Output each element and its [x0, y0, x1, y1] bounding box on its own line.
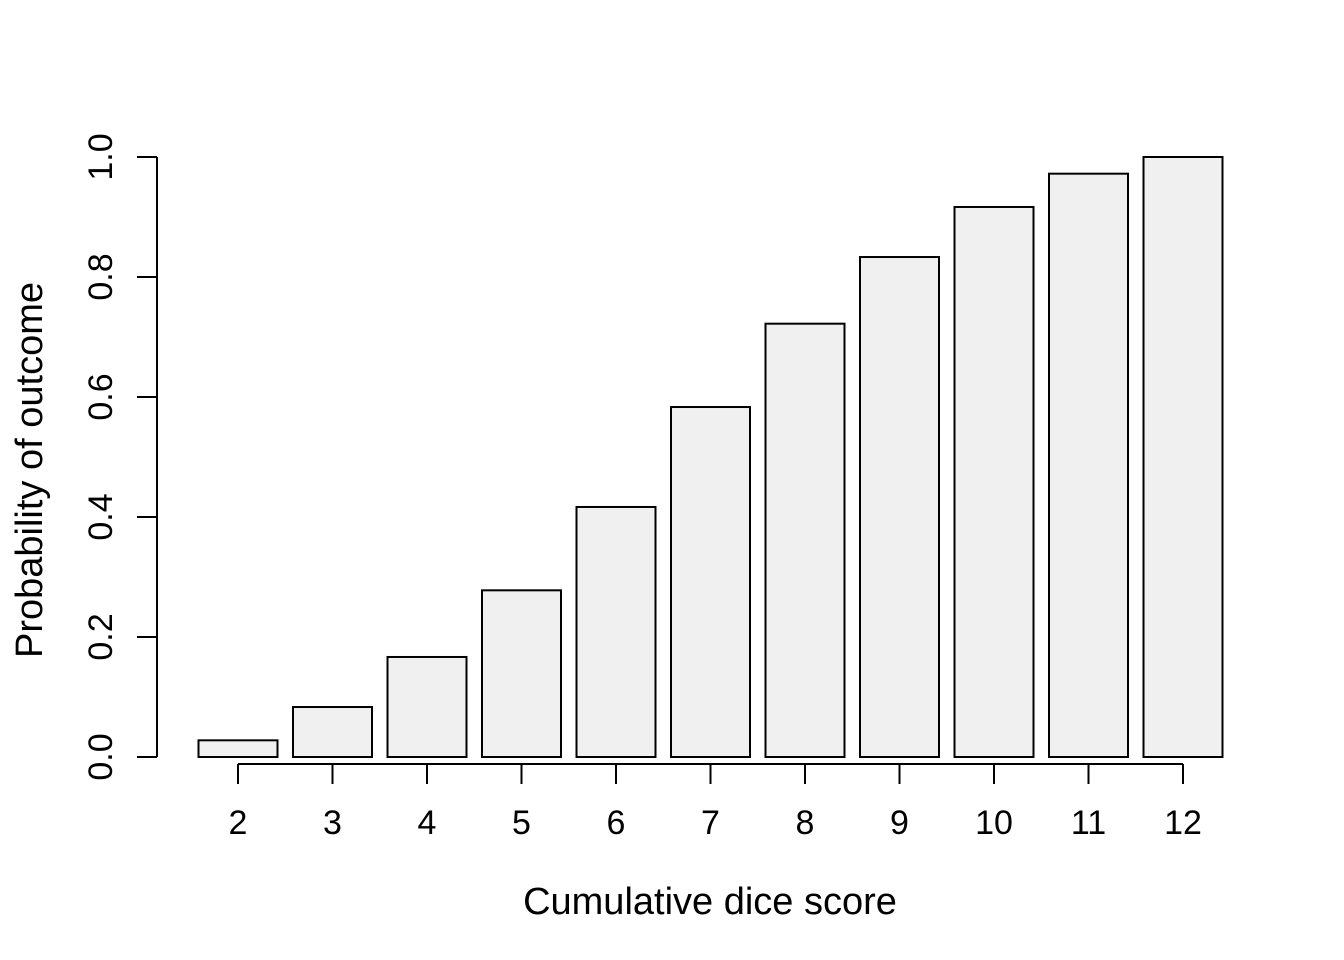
bar-5 — [481, 589, 562, 758]
x-tick-label-10: 10 — [975, 804, 1013, 842]
y-axis-title: Probability of outcome — [9, 282, 51, 658]
x-axis-title: Cumulative dice score — [523, 881, 897, 923]
y-tick-label-0.8: 0.8 — [82, 253, 120, 300]
x-tick-label-7: 7 — [701, 804, 720, 842]
x-axis: 2 3 4 5 6 7 8 9 10 11 12 — [229, 763, 1202, 842]
y-tick-label-1.0: 1.0 — [82, 133, 120, 180]
x-tick-label-11: 11 — [1071, 804, 1106, 842]
bar-8 — [764, 322, 846, 758]
y-tick-label-0.2: 0.2 — [82, 613, 120, 660]
bar-4 — [386, 655, 468, 758]
y-tick-label-0.4: 0.4 — [82, 493, 120, 540]
bar-11 — [1048, 172, 1129, 758]
x-tick-label-6: 6 — [607, 804, 626, 842]
y-tick-label-0.0: 0.0 — [82, 733, 120, 780]
bar-3 — [292, 706, 373, 759]
bar-2 — [197, 739, 279, 759]
x-tick-label-12: 12 — [1164, 804, 1202, 842]
x-tick-label-3: 3 — [323, 804, 342, 842]
y-tick-label-0.6: 0.6 — [82, 373, 120, 420]
bar-6 — [575, 505, 657, 759]
y-axis: 0.0 0.2 0.4 0.6 0.8 1.0 — [82, 133, 158, 781]
x-tick-label-5: 5 — [512, 804, 531, 842]
bars-group — [197, 156, 1224, 759]
bar-7 — [670, 406, 751, 758]
x-tick-label-9: 9 — [890, 804, 909, 842]
bar-9 — [859, 256, 940, 758]
bar-12 — [1142, 156, 1224, 758]
bar-10 — [953, 205, 1035, 759]
x-tick-label-8: 8 — [796, 804, 815, 842]
x-tick-label-4: 4 — [418, 804, 437, 842]
x-tick-label-2: 2 — [229, 804, 248, 842]
